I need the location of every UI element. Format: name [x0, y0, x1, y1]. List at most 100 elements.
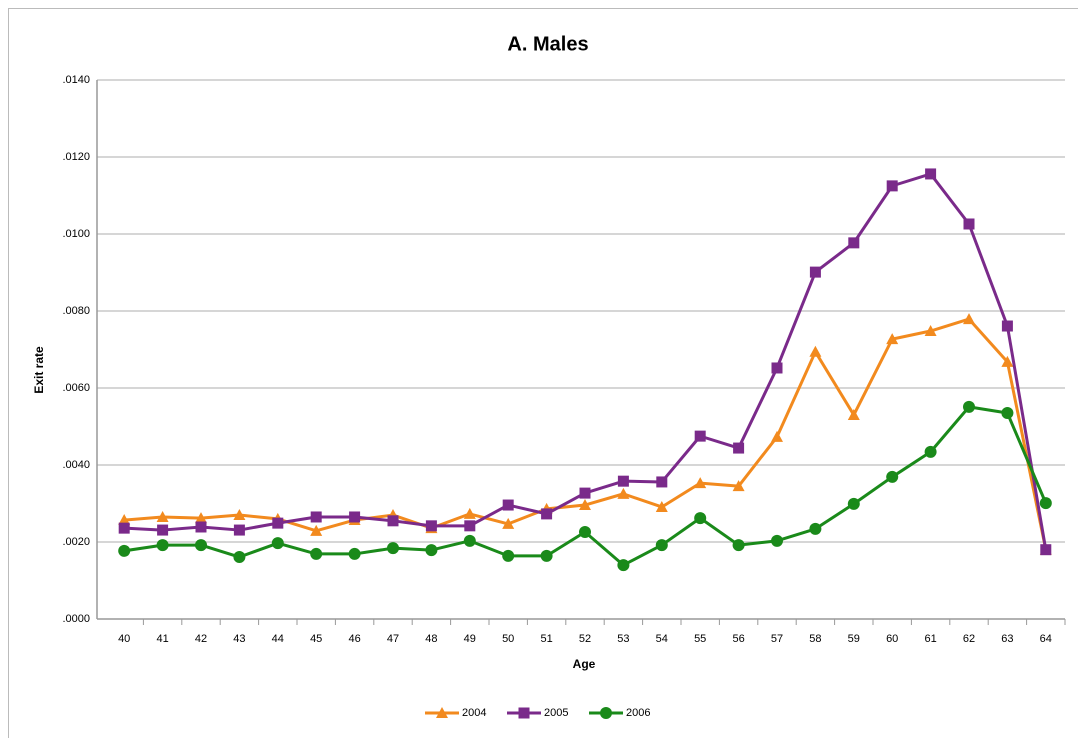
marker	[848, 237, 860, 249]
marker	[387, 542, 399, 555]
marker	[463, 534, 476, 547]
legend-label: 2006	[626, 707, 650, 719]
y-tick-label: .0140	[62, 74, 90, 86]
legend-label: 2004	[462, 707, 486, 719]
y-axis-title: Exit rate	[32, 346, 46, 394]
marker	[809, 345, 822, 357]
x-tick-label: 56	[732, 633, 744, 645]
marker	[387, 515, 399, 527]
y-tick-label: .0000	[62, 613, 90, 625]
x-tick-label: 41	[156, 633, 168, 645]
x-tick-label: 47	[387, 633, 399, 645]
marker	[809, 522, 822, 535]
marker	[1001, 355, 1014, 367]
marker	[502, 499, 514, 511]
legend-marker	[600, 707, 612, 719]
marker	[924, 325, 937, 337]
x-tick-label: 50	[502, 633, 514, 645]
marker	[886, 470, 899, 483]
chart-frame	[8, 8, 1078, 738]
marker	[1040, 544, 1052, 556]
y-tick-label: .0100	[62, 228, 90, 240]
marker	[156, 510, 169, 522]
marker	[118, 514, 131, 526]
y-tick-label: .0120	[62, 151, 90, 163]
marker	[118, 522, 130, 534]
marker	[617, 475, 629, 487]
y-tick-label: .0060	[62, 382, 90, 394]
marker	[195, 512, 207, 524]
x-tick-label: 58	[809, 633, 821, 645]
marker	[963, 313, 975, 325]
marker	[847, 497, 860, 510]
marker	[656, 476, 668, 488]
x-tick-label: 57	[771, 633, 783, 645]
marker	[540, 549, 553, 562]
marker	[579, 525, 591, 538]
marker	[963, 400, 975, 413]
marker	[655, 539, 668, 552]
marker	[847, 408, 860, 420]
legend-marker	[518, 707, 530, 719]
x-axis-title: Age	[573, 657, 596, 671]
marker	[771, 534, 783, 547]
marker	[348, 547, 361, 560]
marker	[924, 445, 937, 458]
marker	[272, 517, 284, 529]
x-tick-label: 45	[310, 633, 322, 645]
x-tick-label: 55	[694, 633, 706, 645]
marker	[809, 266, 821, 278]
x-tick-label: 62	[963, 633, 975, 645]
marker	[156, 539, 169, 552]
marker	[271, 537, 284, 550]
marker	[349, 511, 361, 523]
marker	[502, 517, 515, 529]
marker	[694, 512, 707, 525]
marker	[118, 544, 131, 557]
x-tick-label: 51	[540, 633, 552, 645]
marker	[541, 508, 553, 520]
marker	[233, 524, 245, 536]
marker	[579, 487, 591, 499]
x-tick-label: 44	[272, 633, 284, 645]
marker	[579, 499, 591, 511]
x-tick-label: 48	[425, 633, 437, 645]
y-tick-label: .0040	[62, 459, 90, 471]
marker	[233, 551, 246, 564]
marker	[1001, 407, 1014, 420]
marker	[694, 430, 706, 442]
marker	[502, 549, 515, 562]
marker	[963, 218, 975, 230]
x-tick-label: 61	[924, 633, 936, 645]
marker	[310, 547, 323, 560]
x-tick-label: 60	[886, 633, 898, 645]
x-tick-label: 53	[617, 633, 629, 645]
marker	[771, 430, 783, 442]
marker	[195, 539, 207, 552]
chart-title: A. Males	[507, 33, 588, 55]
marker	[733, 442, 745, 454]
marker	[1001, 320, 1013, 332]
y-tick-label: .0020	[62, 536, 90, 548]
marker	[655, 500, 668, 512]
x-tick-label: 46	[348, 633, 360, 645]
marker	[694, 477, 707, 489]
x-tick-label: 40	[118, 633, 130, 645]
marker	[617, 559, 630, 572]
y-tick-label: .0080	[62, 305, 90, 317]
marker	[310, 511, 322, 523]
marker	[157, 524, 169, 536]
marker	[1039, 497, 1052, 510]
x-tick-label: 43	[233, 633, 245, 645]
x-tick-label: 64	[1040, 633, 1052, 645]
marker	[732, 539, 745, 552]
marker	[886, 333, 899, 345]
legend-label: 2005	[544, 707, 568, 719]
marker	[233, 509, 246, 521]
marker	[425, 544, 438, 557]
marker	[771, 362, 783, 374]
x-tick-label: 52	[579, 633, 591, 645]
x-tick-label: 54	[656, 633, 668, 645]
x-tick-label: 42	[195, 633, 207, 645]
